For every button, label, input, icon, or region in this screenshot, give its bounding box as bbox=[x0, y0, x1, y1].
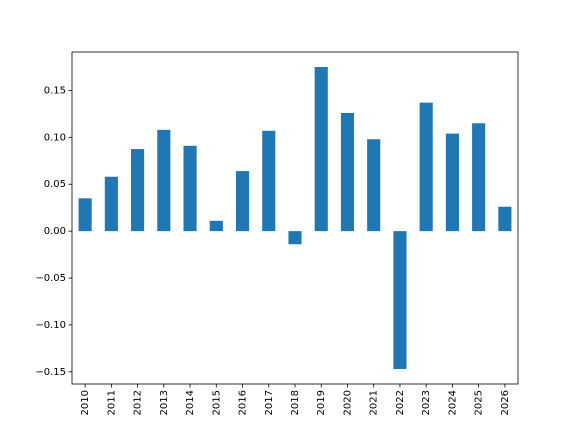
x-tick-label: 2024 bbox=[447, 390, 458, 415]
x-tick-label: 2022 bbox=[395, 390, 406, 415]
bar bbox=[78, 198, 92, 232]
y-tick-label: −0.10 bbox=[35, 320, 66, 331]
bar bbox=[131, 149, 145, 232]
x-tick-label: 2021 bbox=[369, 390, 380, 415]
x-tick-label: 2013 bbox=[159, 390, 170, 415]
x-tick-label: 2016 bbox=[238, 390, 249, 415]
plot-area bbox=[78, 67, 512, 369]
x-tick-label: 2023 bbox=[421, 390, 432, 415]
x-tick-label: 2018 bbox=[290, 390, 301, 415]
bar bbox=[288, 231, 302, 245]
bar bbox=[209, 220, 223, 232]
x-tick-label: 2014 bbox=[185, 390, 196, 415]
bar bbox=[367, 139, 381, 232]
bar bbox=[314, 67, 328, 232]
x-tick-label: 2025 bbox=[474, 390, 485, 415]
x-tick-label: 2026 bbox=[500, 390, 511, 415]
x-tick-label: 2010 bbox=[80, 390, 91, 415]
bar bbox=[157, 129, 171, 232]
x-tick-label: 2017 bbox=[264, 390, 275, 415]
y-tick-label: 0.00 bbox=[44, 226, 66, 237]
x-tick-label: 2012 bbox=[133, 390, 144, 415]
bar bbox=[472, 123, 486, 232]
bar bbox=[262, 130, 276, 232]
bar bbox=[104, 176, 118, 232]
bar bbox=[235, 171, 250, 232]
bar bbox=[445, 133, 459, 232]
y-tick-label: 0.05 bbox=[44, 179, 66, 190]
y-tick-label: 0.10 bbox=[44, 132, 66, 143]
bar bbox=[340, 112, 355, 232]
y-tick-label: −0.15 bbox=[35, 367, 66, 378]
x-tick-label: 2020 bbox=[342, 390, 353, 415]
bar bbox=[498, 206, 512, 232]
y-tick-label: 0.15 bbox=[44, 85, 66, 96]
bar bbox=[393, 231, 407, 369]
bar bbox=[419, 102, 433, 232]
y-tick-label: −0.05 bbox=[35, 273, 66, 284]
bar bbox=[183, 145, 197, 232]
x-tick-label: 2015 bbox=[211, 390, 222, 415]
x-tick-label: 2019 bbox=[316, 390, 327, 415]
x-tick-label: 2011 bbox=[106, 390, 117, 415]
